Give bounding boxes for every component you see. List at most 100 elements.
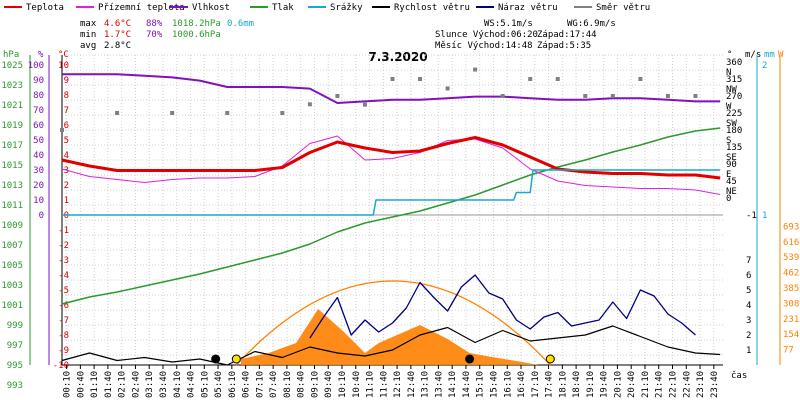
x-tick-label: 03:40: [159, 371, 169, 398]
wind-dir-cardinal-label: W: [726, 102, 732, 112]
x-tick-label: 19:10: [586, 371, 596, 398]
series-smer-vetru-point: [280, 111, 285, 115]
temperature-tick-label: -4: [58, 271, 69, 281]
x-tick-label: 04:40: [187, 371, 197, 398]
legend-item-tlak: Tlak: [250, 3, 294, 13]
temperature-tick-label: 1: [64, 196, 69, 206]
x-tick-label: 11:40: [379, 371, 389, 398]
x-tick-label: 21:10: [641, 371, 651, 398]
sun-marker: [231, 354, 241, 364]
humidity-tick-label: 10: [33, 196, 44, 206]
x-tick-label: 10:40: [352, 371, 362, 398]
x-tick-label: 17:40: [545, 371, 555, 398]
legend: Teplota Přízemní teplota Vlhkost Tlak Sr…: [4, 3, 650, 13]
series-teplota-line: [61, 136, 721, 180]
x-tick-label: 22:10: [669, 371, 679, 398]
wind-dir-cardinal-label: SW: [726, 119, 737, 129]
stats-mesic: Měsíc Východ:14:48: [435, 41, 533, 51]
wind-speed-tick-label: 2: [746, 331, 751, 341]
x-tick-label: 20:10: [613, 371, 623, 398]
x-tick-label: 14:10: [448, 371, 458, 398]
series-srazky-line: [62, 169, 721, 216]
x-tick-label: 23:40: [710, 371, 720, 398]
x-tick-label: 05:40: [214, 371, 224, 398]
plot-series: [60, 67, 721, 366]
x-tick-label: 18:40: [572, 371, 582, 398]
stats-block: max 4.6°C 88% 1018.2hPa 0.6mm min 1.7°C …: [80, 19, 616, 51]
plot-grid: [62, 54, 723, 365]
pressure-tick-label: 993: [7, 381, 23, 391]
legend-item-prizemni-teplota: Přízemní teplota: [76, 3, 185, 13]
humidity-tick-label: 60: [33, 121, 44, 131]
temperature-tick-label: 8: [64, 91, 69, 101]
stats-max-press: 1018.2hPa: [172, 19, 221, 29]
series-smer-vetru-point: [390, 77, 395, 81]
humidity-tick-label: 90: [33, 76, 44, 86]
stats-wg: WG:6.9m/s: [567, 19, 616, 29]
x-tick-label: 07:40: [269, 371, 279, 398]
temperature-tick-label: -5: [58, 286, 69, 296]
temperature-tick-label: 6: [64, 121, 69, 131]
legend-label: Rychlost větru: [394, 3, 470, 13]
moon-marker: [211, 354, 221, 364]
series-smer-vetru-point: [610, 94, 615, 98]
rain-tick-label: 2: [762, 61, 767, 71]
temperature-tick-label: -8: [58, 331, 69, 341]
x-tick-label: 03:10: [145, 371, 155, 398]
humidity-tick-label: 70: [33, 106, 44, 116]
temperature-tick-label: -10: [53, 361, 69, 371]
x-tick-label: 00:10: [63, 371, 73, 398]
x-tick-label: 16:40: [517, 371, 527, 398]
wind-dir-cardinal-label: NW: [726, 85, 737, 95]
series-smer-vetru-point: [693, 94, 698, 98]
series-smer-vetru-point: [170, 111, 175, 115]
temperature-tick-label: 4: [64, 151, 69, 161]
sun-elevation-line: [235, 280, 551, 366]
temperature-unit: °C: [58, 50, 69, 60]
stats-min-temp: 1.7°C: [104, 30, 131, 40]
solar-unit: W: [778, 50, 784, 60]
wind-dir-cardinal-label: E: [726, 170, 731, 180]
wind-dir-cardinal-label: S: [726, 136, 731, 146]
rain-tick-label: 1: [762, 211, 767, 221]
legend-item-rychlost-vetru: Rychlost větru: [372, 3, 470, 13]
x-tick-label: 06:10: [228, 371, 238, 398]
pressure-tick-label: 1017: [1, 141, 23, 151]
wind-speed-tick-label: 5: [746, 286, 751, 296]
moon-marker: [465, 354, 475, 364]
x-tick-label: 09:40: [324, 371, 334, 398]
pressure-tick-label: 999: [7, 321, 23, 331]
series-smer-vetru-point: [500, 94, 505, 98]
stats-slunce-zapad: Západ:17:44: [537, 30, 597, 40]
stats-max-rain: 0.6mm: [227, 19, 254, 29]
pressure-tick-label: 1011: [1, 201, 23, 211]
legend-label: Srážky: [330, 3, 363, 13]
x-tick-label: 02:10: [118, 371, 128, 398]
stats-avg-label: avg: [80, 41, 96, 51]
pressure-tick-label: 1009: [1, 221, 23, 231]
pressure-tick-label: 997: [7, 341, 23, 351]
stats-max-label: max: [80, 19, 97, 29]
solar-tick-label: 385: [783, 284, 799, 294]
x-tick-label: 08:40: [297, 371, 307, 398]
pressure-tick-label: 995: [7, 361, 23, 371]
x-tick-label: 18:10: [558, 371, 568, 398]
solar-tick-label: 539: [783, 253, 799, 263]
series-smer-vetru-point: [115, 111, 120, 115]
stats-mesic-zapad: Západ:5:35: [537, 41, 591, 51]
series-tlak-line: [61, 127, 721, 305]
wind-dir-tick-label: 90: [726, 160, 737, 170]
x-tick-label: 23:10: [696, 371, 706, 398]
temperature-tick-label: 2: [64, 181, 69, 191]
legend-label: Teplota: [26, 3, 64, 13]
solar-tick-label: 693: [783, 222, 799, 232]
x-tick-label: 21:40: [655, 371, 665, 398]
chart-title: 7.3.2020: [368, 50, 427, 64]
stats-avg-temp: 2.8°C: [104, 41, 131, 51]
wind-speed-tick-label: 1: [746, 346, 751, 356]
temperature-tick-label: -6: [58, 301, 69, 311]
legend-label: Směr větru: [596, 3, 650, 13]
x-tick-label: 01:10: [90, 371, 100, 398]
x-tick-label: 15:10: [476, 371, 486, 398]
x-tick-label: 04:10: [173, 371, 183, 398]
